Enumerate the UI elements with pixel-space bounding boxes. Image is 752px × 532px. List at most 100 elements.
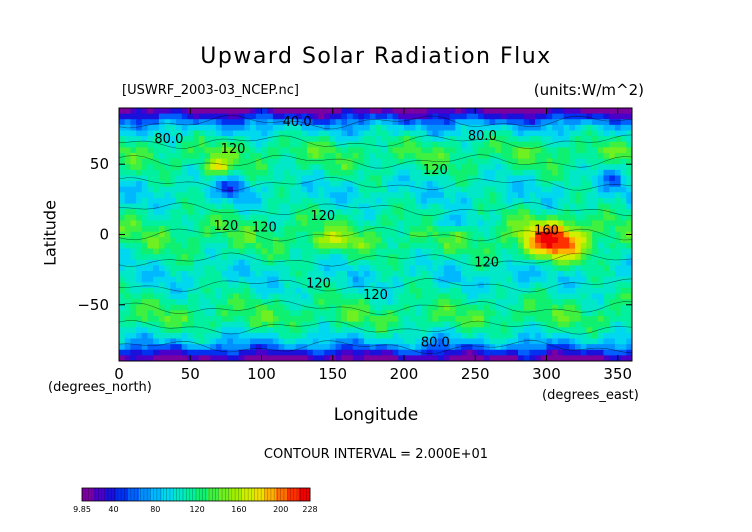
- heatmap-cell: [535, 203, 542, 210]
- heatmap-cell: [238, 259, 245, 267]
- heatmap-cell: [626, 338, 632, 345]
- heatmap-cell: [261, 265, 268, 272]
- heatmap-cell: [535, 141, 542, 148]
- heatmap-cell: [489, 147, 496, 154]
- heatmap-cell: [364, 321, 371, 328]
- heatmap-cell: [215, 141, 223, 148]
- heatmap-cell: [147, 259, 154, 267]
- heatmap-cell: [221, 259, 228, 267]
- heatmap-cell: [569, 209, 576, 216]
- heatmap-cell: [614, 164, 622, 171]
- heatmap-cell: [404, 248, 411, 255]
- heatmap-cell: [124, 158, 131, 165]
- heatmap-cell: [500, 186, 508, 193]
- heatmap-cell: [352, 293, 359, 300]
- heatmap-cell: [563, 248, 570, 255]
- heatmap-cell: [181, 242, 188, 250]
- heatmap-cell: [409, 310, 416, 317]
- heatmap-cell: [620, 181, 627, 188]
- heatmap-cell: [426, 220, 434, 227]
- heatmap-cell: [295, 310, 302, 317]
- heatmap-cell: [506, 231, 513, 238]
- heatmap-cell: [158, 276, 166, 283]
- heatmap-cell: [318, 254, 325, 261]
- heatmap-cell: [261, 349, 268, 356]
- heatmap-cell: [187, 175, 194, 182]
- heatmap-cell: [124, 119, 131, 126]
- heatmap-cell: [552, 186, 559, 193]
- heatmap-cell: [569, 276, 576, 283]
- heatmap-cell: [147, 119, 154, 126]
- heatmap-cell: [392, 265, 399, 272]
- heatmap-cell: [478, 158, 485, 165]
- heatmap-cell: [489, 310, 496, 317]
- heatmap-cell: [540, 332, 548, 340]
- heatmap-cell: [341, 119, 348, 126]
- heatmap-cell: [364, 169, 371, 177]
- heatmap-cell: [267, 282, 274, 289]
- heatmap-cell: [563, 214, 570, 222]
- heatmap-cell: [443, 169, 451, 177]
- heatmap-cell: [523, 169, 530, 177]
- heatmap-cell: [478, 265, 485, 272]
- heatmap-cell: [335, 192, 342, 199]
- heatmap-cell: [176, 136, 183, 143]
- heatmap-cell: [204, 338, 211, 345]
- heatmap-cell: [187, 242, 194, 250]
- heatmap-cell: [278, 175, 285, 182]
- heatmap-cell: [426, 130, 434, 137]
- heatmap-cell: [398, 130, 405, 137]
- heatmap-cell: [341, 259, 348, 267]
- heatmap-cell: [398, 136, 405, 143]
- heatmap-cell: [455, 226, 462, 233]
- heatmap-cell: [187, 316, 194, 323]
- heatmap-cell: [375, 197, 382, 205]
- heatmap-cell: [500, 181, 508, 188]
- heatmap-cell: [546, 276, 553, 283]
- heatmap-cell: [478, 237, 485, 244]
- heatmap-cell: [415, 338, 422, 345]
- heatmap-cell: [489, 209, 496, 216]
- heatmap-cell: [124, 192, 131, 199]
- heatmap-cell: [324, 175, 331, 182]
- heatmap-cell: [312, 304, 320, 311]
- heatmap-cell: [136, 265, 143, 272]
- heatmap-cell: [278, 332, 285, 340]
- heatmap-cell: [324, 108, 331, 115]
- heatmap-cell: [381, 136, 388, 143]
- heatmap-cell: [341, 192, 348, 199]
- heatmap-cell: [552, 254, 559, 261]
- heatmap-cell: [546, 147, 553, 154]
- heatmap-cell: [153, 169, 160, 177]
- heatmap-cell: [295, 124, 302, 132]
- heatmap-cell: [261, 108, 268, 115]
- heatmap-cell: [341, 265, 348, 272]
- heatmap-cell: [318, 220, 325, 227]
- heatmap-cell: [586, 332, 593, 340]
- heatmap-cell: [478, 164, 485, 171]
- heatmap-cell: [620, 316, 627, 323]
- heatmap-cell: [552, 276, 559, 283]
- heatmap-cell: [563, 259, 570, 267]
- heatmap-cell: [546, 197, 553, 205]
- heatmap-cell: [426, 248, 434, 255]
- heatmap-cell: [227, 316, 234, 323]
- heatmap-cell: [455, 203, 462, 210]
- heatmap-cell: [483, 108, 491, 115]
- heatmap-cell: [267, 287, 274, 295]
- heatmap-cell: [620, 136, 627, 143]
- heatmap-cell: [158, 197, 166, 205]
- heatmap-cell: [147, 169, 154, 177]
- heatmap-cell: [227, 186, 234, 193]
- heatmap-cell: [369, 276, 377, 283]
- heatmap-cell: [358, 164, 365, 171]
- heatmap-cell: [284, 175, 291, 182]
- heatmap-cell: [301, 214, 308, 222]
- heatmap-cell: [136, 141, 143, 148]
- heatmap-cell: [620, 214, 627, 222]
- heatmap-cell: [500, 169, 508, 177]
- heatmap-cell: [193, 327, 200, 334]
- heatmap-cell: [415, 181, 422, 188]
- heatmap-cell: [620, 332, 627, 340]
- heatmap-cell: [290, 254, 297, 261]
